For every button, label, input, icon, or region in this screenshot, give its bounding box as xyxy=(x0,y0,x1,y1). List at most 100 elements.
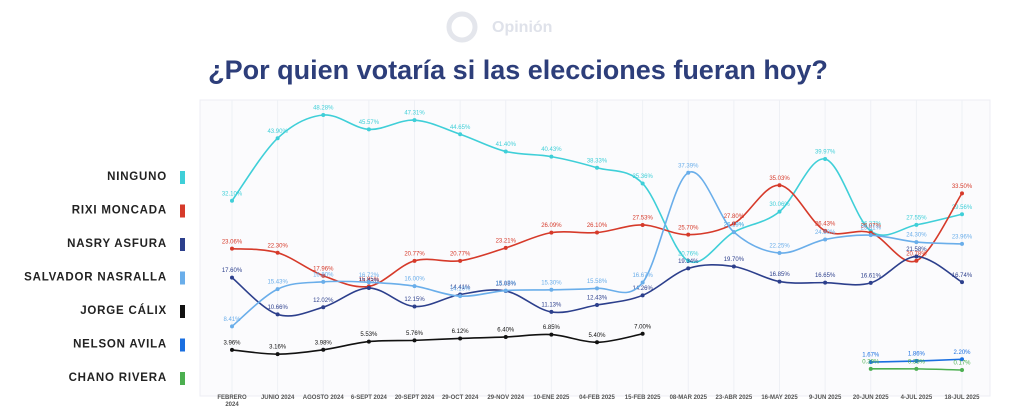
data-point xyxy=(230,198,234,203)
data-label: 27.55% xyxy=(906,215,927,221)
data-label: 16.85% xyxy=(769,272,790,278)
data-label: 45.57% xyxy=(359,120,380,126)
plot-area xyxy=(199,99,991,397)
data-label: 6.40% xyxy=(497,328,515,334)
series-line xyxy=(231,333,643,355)
data-label: 6.12% xyxy=(452,329,470,335)
data-label: 26.37% xyxy=(861,222,882,228)
data-point xyxy=(777,209,782,214)
data-label: 8.41% xyxy=(223,317,241,323)
data-label: 15.95% xyxy=(359,277,380,283)
data-label: 16.72% xyxy=(359,273,380,279)
data-point xyxy=(960,280,964,285)
data-point xyxy=(230,347,234,352)
data-point xyxy=(914,254,919,259)
data-label: 15.58% xyxy=(587,279,608,285)
data-label: 16.65% xyxy=(815,273,836,279)
data-point xyxy=(549,332,554,337)
data-point xyxy=(549,230,554,235)
data-label: 26.10% xyxy=(587,223,608,229)
data-label: 24.30% xyxy=(906,233,927,239)
x-tick-label: FEBRERO 2024 xyxy=(217,395,247,408)
data-point xyxy=(914,359,919,364)
data-label: 29.56% xyxy=(952,205,973,211)
data-point xyxy=(412,284,417,289)
data-label: 7.00% xyxy=(634,324,652,330)
data-point xyxy=(321,113,326,117)
data-label: 48.28% xyxy=(313,106,334,112)
data-label: 16.61% xyxy=(861,273,882,279)
data-label: 38.33% xyxy=(587,158,608,164)
data-label: 39.97% xyxy=(815,150,836,156)
data-point xyxy=(230,324,234,329)
data-point xyxy=(823,237,828,242)
data-label: 14.26% xyxy=(632,286,653,292)
data-point xyxy=(960,357,964,362)
data-point xyxy=(412,338,417,343)
data-point xyxy=(458,294,463,299)
data-label: 35.36% xyxy=(632,174,653,180)
data-point xyxy=(503,245,508,250)
data-point xyxy=(366,339,371,344)
data-label: 22.25% xyxy=(769,244,790,250)
data-point xyxy=(321,347,326,352)
data-label: 12.43% xyxy=(587,296,608,302)
series-line xyxy=(231,184,963,288)
data-label: 14.10% xyxy=(450,287,471,293)
legend-swatch xyxy=(180,338,185,352)
data-point xyxy=(595,303,599,308)
legend-label: JORGE CÁLIX xyxy=(80,304,167,317)
data-label: 40.43% xyxy=(541,147,562,153)
data-label: 10.66% xyxy=(267,305,288,311)
data-label: 44.65% xyxy=(450,125,471,131)
x-tick-label: 10-ENE 2025 xyxy=(533,395,570,401)
data-point xyxy=(914,240,919,245)
data-label: 20.77% xyxy=(450,251,471,257)
data-point xyxy=(412,118,417,123)
data-point xyxy=(321,279,326,284)
data-point xyxy=(640,293,645,298)
data-point xyxy=(868,360,873,365)
data-point xyxy=(275,287,280,292)
legend-label: NASRY ASFURA xyxy=(67,238,167,250)
data-point xyxy=(321,273,326,278)
data-point xyxy=(503,334,508,339)
x-tick-label: 29-NOV 2024 xyxy=(487,395,525,401)
legend-label: RIXI MONCADA xyxy=(72,205,167,217)
x-tick-label: 20-JUN 2025 xyxy=(852,395,889,401)
x-tick-label: 15-FEB 2025 xyxy=(624,395,661,401)
data-point xyxy=(823,228,828,233)
legend-label: NINGUNO xyxy=(107,171,167,183)
data-point xyxy=(412,258,417,263)
legend-label: CHANO RIVERA xyxy=(69,372,167,384)
x-tick-label: 20-SEPT 2024 xyxy=(394,395,435,401)
data-point xyxy=(686,170,691,175)
data-label: 25.70% xyxy=(678,225,699,231)
data-label: 0.17% xyxy=(953,361,971,367)
data-label: 2.20% xyxy=(953,350,971,356)
data-point xyxy=(230,275,234,280)
data-label: 3.98% xyxy=(315,340,333,346)
data-point xyxy=(960,212,964,217)
data-point xyxy=(640,222,645,227)
x-tick-label: 18-JUL 2025 xyxy=(944,395,980,401)
data-label: 27.80% xyxy=(724,214,745,220)
data-point xyxy=(366,286,371,291)
data-point xyxy=(549,309,554,314)
data-point xyxy=(549,287,554,292)
data-point xyxy=(914,258,919,263)
data-point xyxy=(868,233,873,238)
data-label: 33.50% xyxy=(952,184,973,190)
data-point xyxy=(777,279,782,284)
data-point xyxy=(275,312,280,317)
data-point xyxy=(275,136,280,141)
x-tick-label: 16-MAY 2025 xyxy=(761,395,798,401)
data-label: 11.13% xyxy=(541,302,562,308)
data-label: 20.76% xyxy=(678,251,699,257)
series-line xyxy=(231,114,963,264)
logo: Opinión xyxy=(492,19,552,36)
data-point xyxy=(868,366,873,371)
data-label: 16.67% xyxy=(632,273,653,279)
series-line xyxy=(231,171,963,327)
